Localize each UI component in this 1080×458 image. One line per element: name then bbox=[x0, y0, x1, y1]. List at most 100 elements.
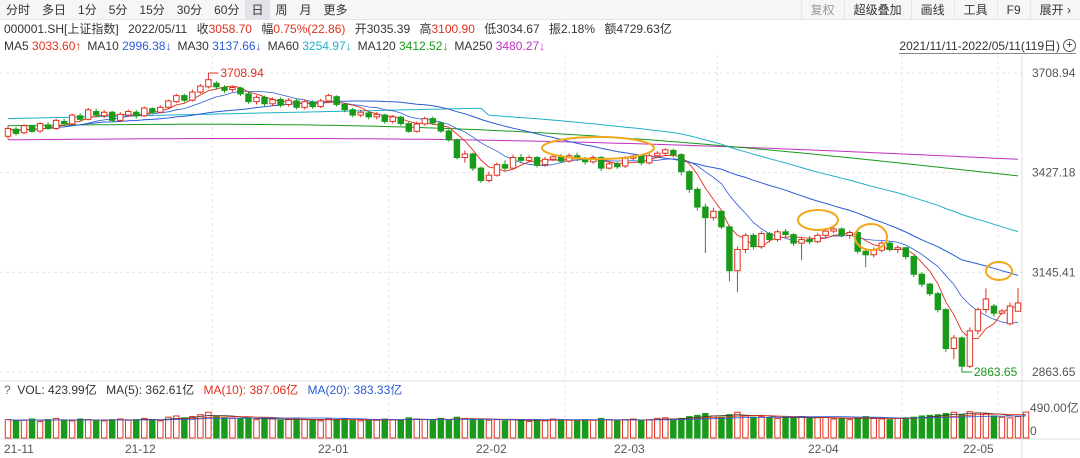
volume-bar bbox=[269, 418, 276, 439]
volume-bar bbox=[453, 416, 461, 439]
candle-body bbox=[357, 111, 364, 116]
period-tab-9[interactable]: 月 bbox=[299, 3, 312, 17]
period-tab-8[interactable]: 周 bbox=[275, 3, 288, 17]
volume-bar bbox=[509, 419, 517, 439]
amplitude-value: 2.18% bbox=[561, 22, 596, 36]
amount-value: 4729.63亿 bbox=[616, 22, 672, 36]
candle-body bbox=[173, 95, 180, 103]
candle-body bbox=[501, 164, 509, 169]
price-tick-label: 3708.94 bbox=[1032, 66, 1076, 80]
volume-bar bbox=[694, 414, 701, 439]
security-code: 000001.SH[上证指数] bbox=[4, 22, 119, 36]
candle-body bbox=[28, 125, 36, 132]
candle-body bbox=[894, 247, 901, 250]
tool-button-2[interactable]: 画线 bbox=[910, 0, 954, 20]
period-tab-5[interactable]: 30分 bbox=[176, 3, 203, 17]
candle-body bbox=[621, 157, 629, 167]
date-range-selector[interactable]: 2021/11/11-2022/05/11(119日) + bbox=[899, 38, 1076, 54]
candle-body bbox=[261, 96, 268, 105]
volume-bar bbox=[862, 416, 869, 439]
period-tab-2[interactable]: 1分 bbox=[78, 3, 97, 17]
volume-bar bbox=[870, 417, 877, 439]
volume-bar bbox=[702, 413, 709, 439]
volume-bar bbox=[20, 419, 28, 439]
candle-body bbox=[509, 157, 517, 169]
volume-bar bbox=[662, 417, 669, 439]
add-icon[interactable]: + bbox=[1063, 39, 1076, 52]
volume-bar bbox=[108, 419, 116, 439]
candle-body bbox=[718, 210, 725, 228]
volume-bar bbox=[333, 419, 340, 439]
volume-bar bbox=[213, 416, 220, 439]
ma-label-3: MA60 bbox=[267, 39, 303, 53]
candle-body bbox=[125, 111, 132, 116]
vol-tick-label: 490.00亿 bbox=[1030, 400, 1079, 415]
ma-label-1: MA10 bbox=[87, 39, 123, 53]
volume-bar bbox=[285, 419, 292, 439]
candle-body bbox=[1014, 302, 1022, 312]
candle-body bbox=[782, 231, 789, 236]
candle-body bbox=[4, 128, 12, 137]
candle-body bbox=[397, 116, 405, 125]
volume-bar bbox=[630, 418, 637, 439]
volume-bar bbox=[52, 417, 60, 439]
tool-button-3[interactable]: 工具 bbox=[953, 0, 997, 20]
volume-bar bbox=[854, 417, 861, 439]
x-tick-label: 22-01 bbox=[318, 442, 349, 456]
highlight-ellipse bbox=[541, 136, 655, 160]
period-tab-0[interactable]: 分时 bbox=[6, 3, 31, 17]
volume-bar bbox=[181, 417, 188, 439]
candle-body bbox=[301, 101, 308, 108]
candle-body bbox=[485, 174, 493, 182]
candle-body bbox=[597, 157, 605, 169]
volume-bar bbox=[469, 419, 477, 439]
candle-body bbox=[517, 157, 525, 161]
period-tab-3[interactable]: 5分 bbox=[108, 3, 128, 17]
volume-bar bbox=[814, 417, 821, 439]
candle-body bbox=[133, 111, 140, 117]
volume-bar bbox=[100, 420, 108, 439]
candle-body bbox=[373, 113, 380, 118]
volume-bar bbox=[261, 417, 268, 439]
volume-bar bbox=[638, 419, 645, 439]
candle-body bbox=[902, 247, 909, 258]
period-tab-6[interactable]: 60分 bbox=[214, 3, 240, 17]
vol-ma10: MA(10): 387.06亿 bbox=[203, 383, 299, 397]
candle-body bbox=[654, 152, 661, 157]
volume-bar bbox=[718, 416, 725, 439]
tool-button-5[interactable]: 展开 › bbox=[1029, 0, 1080, 20]
volume-bar bbox=[485, 419, 493, 439]
volume-bar bbox=[565, 419, 573, 439]
volume-bar bbox=[581, 419, 589, 439]
volume-bar bbox=[822, 416, 829, 439]
volume-bar bbox=[830, 418, 837, 439]
candle-body bbox=[445, 130, 453, 141]
candle-body bbox=[229, 86, 236, 91]
volume-bar bbox=[533, 419, 541, 439]
x-tick-label: 22-04 bbox=[808, 442, 839, 456]
volume-bar bbox=[926, 414, 934, 439]
x-tick-label: 22-03 bbox=[614, 442, 645, 456]
volume-bar bbox=[68, 420, 76, 439]
candle-body bbox=[998, 310, 1006, 314]
amplitude-label: 振 bbox=[548, 22, 561, 36]
tool-button-4[interactable]: F9 bbox=[996, 0, 1030, 20]
kline-chart[interactable]: 3708.94 3427.18 3145.41 2863.65 490.00亿 0 21-1… bbox=[0, 55, 1080, 458]
period-tab-4[interactable]: 15分 bbox=[139, 3, 165, 17]
help-icon[interactable]: ? bbox=[4, 383, 11, 397]
x-tick-label: 22-02 bbox=[476, 442, 507, 456]
tool-button-0[interactable]: 复权 bbox=[800, 0, 844, 20]
period-tab-7[interactable]: 日 bbox=[245, 0, 270, 20]
amount-label: 额 bbox=[604, 22, 617, 36]
period-tab-10[interactable]: 更多 bbox=[323, 3, 348, 17]
candle-body bbox=[822, 230, 829, 236]
volume-bar bbox=[982, 413, 990, 439]
x-tick-label: 22-05 bbox=[963, 442, 994, 456]
volume-bar bbox=[293, 418, 300, 439]
period-tab-1[interactable]: 多日 bbox=[42, 3, 67, 17]
candle-body bbox=[814, 234, 821, 243]
candle-body bbox=[189, 91, 196, 101]
tool-button-1[interactable]: 超级叠加 bbox=[843, 0, 911, 20]
candle-body bbox=[646, 155, 653, 164]
volume-bar bbox=[950, 411, 958, 439]
